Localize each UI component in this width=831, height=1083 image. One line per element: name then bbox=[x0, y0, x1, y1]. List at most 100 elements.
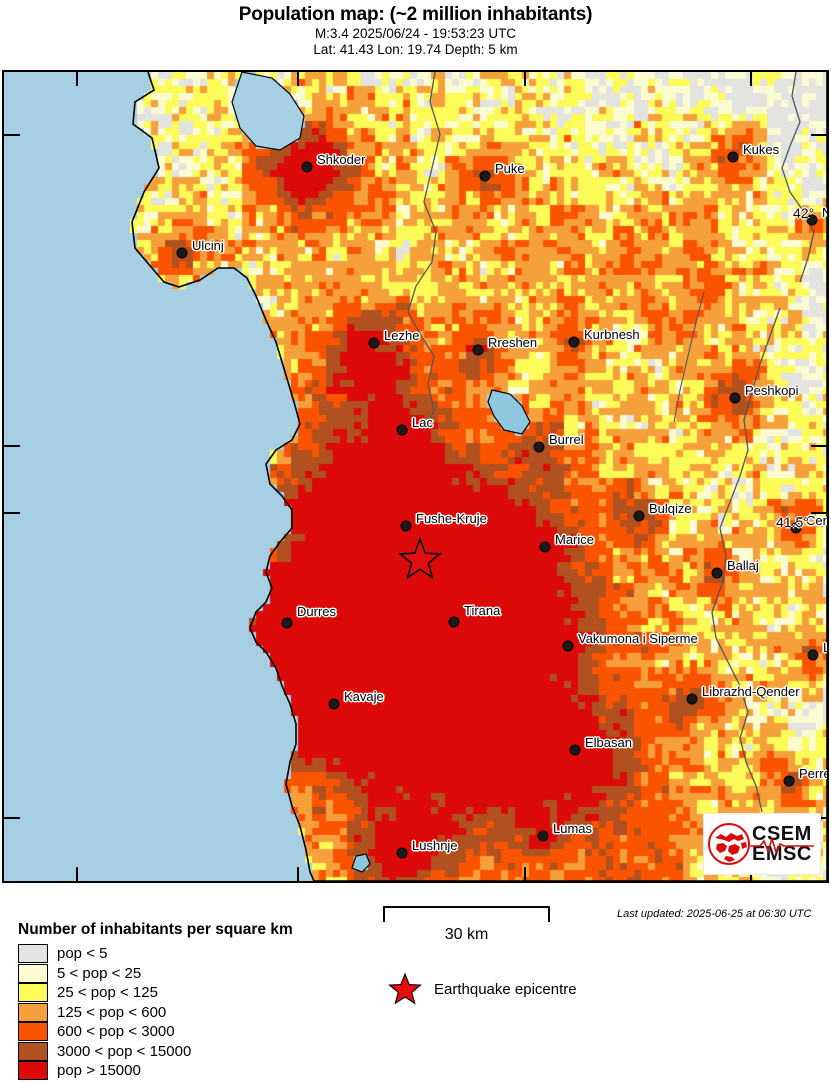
legend-row: pop < 5 bbox=[18, 944, 191, 964]
city-label: Burrel bbox=[549, 432, 584, 447]
legend-label: 5 < pop < 25 bbox=[57, 964, 142, 982]
legend-row: pop > 15000 bbox=[18, 1061, 191, 1081]
legend-label: pop > 15000 bbox=[57, 1062, 141, 1080]
city-marker-dot[interactable] bbox=[176, 247, 188, 259]
coordinate-label: 41.5° bbox=[776, 514, 809, 530]
city-label: Durres bbox=[297, 604, 337, 619]
legend-label: 600 < pop < 3000 bbox=[57, 1023, 175, 1041]
legend-row: 600 < pop < 3000 bbox=[18, 1022, 191, 1042]
graticule-tick bbox=[4, 445, 20, 447]
legend-label: pop < 5 bbox=[57, 945, 108, 963]
graticule-tick bbox=[76, 72, 78, 86]
legend-label: 25 < pop < 125 bbox=[57, 984, 158, 1002]
star-shape bbox=[398, 537, 442, 580]
last-updated-text: Last updated: 2025-06-25 at 06:30 UTC bbox=[617, 908, 812, 920]
logo-wordmark: CSEM EMSC bbox=[749, 823, 814, 864]
map-header: Population map: (~2 million inhabitants)… bbox=[0, 0, 831, 58]
city-label: Lumas bbox=[553, 821, 593, 836]
city-label: Vakumona i Siperme bbox=[578, 631, 698, 646]
city-marker-dot[interactable] bbox=[790, 522, 802, 534]
city-marker-dot[interactable] bbox=[783, 775, 795, 787]
city-marker-dot[interactable] bbox=[806, 214, 818, 226]
city-marker-dot[interactable] bbox=[686, 693, 698, 705]
city-label: Tirana bbox=[464, 603, 501, 618]
scale-bar-label: 30 km bbox=[444, 926, 489, 943]
legend-swatch bbox=[18, 1041, 48, 1061]
location-depth-line: Lat: 41.43 Lon: 19.74 Depth: 5 km bbox=[313, 42, 518, 57]
graticule-tick bbox=[297, 72, 299, 86]
population-density-raster bbox=[4, 72, 827, 881]
city-label: Shkoder bbox=[317, 152, 366, 167]
city-label: Elbasan bbox=[585, 735, 632, 750]
border-line bbox=[781, 72, 815, 283]
page-title: Population map: (~2 million inhabitants) bbox=[238, 4, 593, 25]
city-marker-dot[interactable] bbox=[368, 337, 380, 349]
city-marker-dot[interactable] bbox=[400, 520, 412, 532]
city-marker-dot[interactable] bbox=[328, 698, 340, 710]
city-label: Nov bbox=[822, 205, 827, 220]
city-marker-dot[interactable] bbox=[727, 151, 739, 163]
map-vector-overlay bbox=[4, 72, 827, 881]
graticule-tick bbox=[76, 867, 78, 881]
legend-label: 3000 < pop < 15000 bbox=[57, 1042, 192, 1060]
epicentre-legend-label: Earthquake epicentre bbox=[434, 980, 577, 998]
city-label: Bulqize bbox=[649, 501, 692, 516]
legend-swatch bbox=[18, 1002, 48, 1022]
city-marker-dot[interactable] bbox=[807, 649, 819, 661]
city-marker-dot[interactable] bbox=[533, 441, 545, 453]
city-label: Fushe-Kruje bbox=[416, 511, 487, 526]
graticule-tick bbox=[811, 512, 827, 514]
legend-row: 25 < pop < 125 bbox=[18, 983, 191, 1003]
city-marker-dot[interactable] bbox=[448, 616, 460, 628]
csem-emsc-logo: CSEM EMSC bbox=[703, 813, 821, 875]
graticule-tick bbox=[811, 445, 827, 447]
city-marker-dot[interactable] bbox=[562, 640, 574, 652]
graticule-tick bbox=[524, 867, 526, 881]
city-marker-dot[interactable] bbox=[568, 336, 580, 348]
graticule-tick bbox=[4, 134, 20, 136]
epicentre-star-marker[interactable] bbox=[398, 537, 442, 581]
lake-shkoder bbox=[231, 72, 305, 151]
city-marker-dot[interactable] bbox=[569, 744, 581, 756]
city-label: Kavaje bbox=[344, 689, 384, 704]
graticule-tick bbox=[4, 512, 20, 514]
legend-row: 3000 < pop < 15000 bbox=[18, 1041, 192, 1062]
map-canvas: Shkoder Puke Kukes Nov Ulcinj Lezhe Rreshen Kur… bbox=[4, 72, 827, 881]
logo-line-csem: CSEM bbox=[752, 823, 812, 845]
city-marker-dot[interactable] bbox=[539, 541, 551, 553]
city-label: Ballaj bbox=[727, 558, 759, 573]
graticule-tick bbox=[4, 817, 20, 819]
city-marker-dot[interactable] bbox=[472, 344, 484, 356]
legend-row: 5 < pop < 25 bbox=[18, 963, 191, 984]
legend-label: 125 < pop < 600 bbox=[57, 1003, 167, 1021]
graticule-tick bbox=[297, 867, 299, 881]
city-marker-dot[interactable] bbox=[537, 830, 549, 842]
city-label: Lal bbox=[823, 640, 827, 655]
city-label: Lushnje bbox=[412, 838, 458, 853]
city-label: Ulcinj bbox=[192, 238, 224, 253]
border-line bbox=[673, 291, 705, 423]
graticule-tick bbox=[524, 72, 526, 86]
city-label: Perrenj bbox=[799, 766, 827, 781]
city-label: Centa bbox=[806, 513, 827, 528]
city-marker-dot[interactable] bbox=[281, 617, 293, 629]
city-label: Lezhe bbox=[384, 328, 420, 343]
city-marker-dot[interactable] bbox=[729, 392, 741, 404]
city-label: Puke bbox=[495, 161, 525, 176]
city-marker-dot[interactable] bbox=[479, 170, 491, 182]
city-label: Marice bbox=[555, 532, 595, 547]
city-marker-dot[interactable] bbox=[396, 424, 408, 436]
city-marker-dot[interactable] bbox=[301, 161, 313, 173]
magnitude-time-line: M:3.4 2025/06/24 - 19:53:23 UTC bbox=[314, 26, 517, 41]
city-marker-dot[interactable] bbox=[396, 847, 408, 859]
legend-swatch bbox=[18, 944, 48, 964]
population-map[interactable]: Shkoder Puke Kukes Nov Ulcinj Lezhe Rreshen Kur… bbox=[2, 70, 829, 883]
city-marker-dot[interactable] bbox=[633, 510, 645, 522]
border-line bbox=[407, 72, 441, 433]
city-marker-dot[interactable] bbox=[711, 567, 723, 579]
city-label: Rreshen bbox=[488, 335, 538, 350]
city-label: Lac bbox=[412, 415, 433, 430]
globe-icon bbox=[707, 822, 751, 866]
city-label: Librazhd-Qender bbox=[702, 684, 800, 699]
